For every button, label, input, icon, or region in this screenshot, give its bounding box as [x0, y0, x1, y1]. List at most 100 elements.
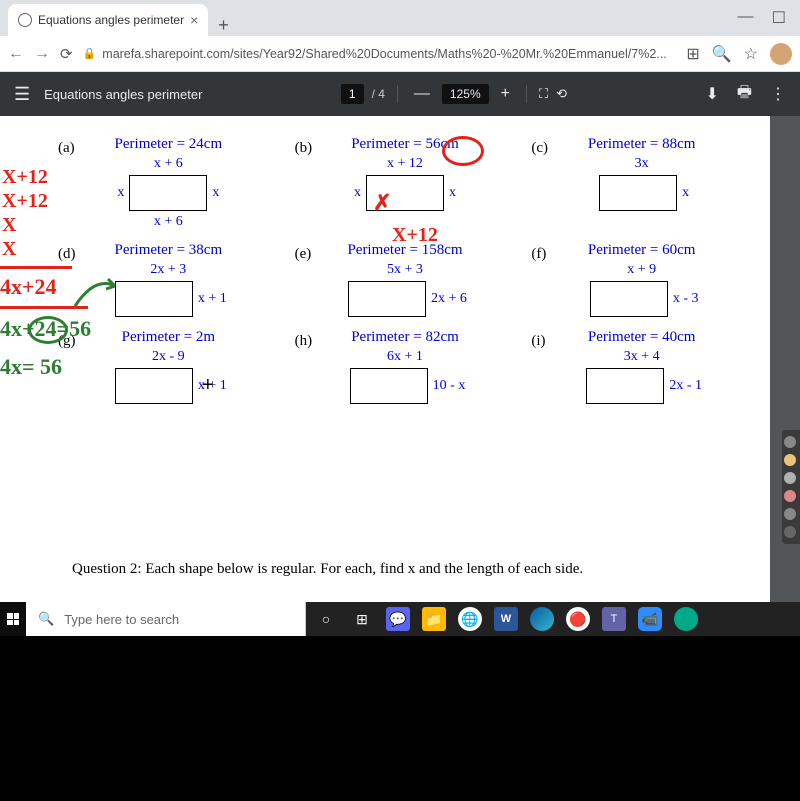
- browser-tab-strip: Equations angles perimeter × + — ☐: [0, 0, 800, 36]
- perimeter-label: Perimeter = 88cm: [533, 136, 750, 153]
- expr-right: x: [212, 185, 219, 201]
- rectangle-shape: [115, 281, 193, 317]
- tab-favicon: [18, 13, 32, 27]
- maximize-icon[interactable]: ☐: [772, 8, 786, 28]
- chrome-icon-2[interactable]: 🔴: [566, 607, 590, 631]
- rectangle-shape: [115, 368, 193, 404]
- start-button[interactable]: [0, 602, 26, 636]
- rotate-icon[interactable]: ⟲: [556, 86, 567, 102]
- perimeter-label: Perimeter = 60cm: [533, 242, 750, 259]
- rectangle-shape: [350, 368, 428, 404]
- pdf-toolbar: ☰ Equations angles perimeter 1 / 4 — 125…: [0, 72, 800, 116]
- explorer-icon[interactable]: 📁: [422, 607, 446, 631]
- handwriting-line: X+12: [2, 190, 48, 213]
- zoom-out-button[interactable]: —: [410, 85, 434, 103]
- more-icon[interactable]: ⋮: [770, 84, 786, 104]
- tab-title: Equations angles perimeter: [38, 13, 184, 27]
- problem-letter: (e): [295, 246, 312, 263]
- problem-letter: (b): [295, 140, 313, 157]
- problem-e: (e) Perimeter = 158cm 5x + 3 2x + 6: [297, 242, 514, 317]
- annotation-arrow: [70, 271, 120, 311]
- annotation-circle: [442, 136, 484, 166]
- expr-left: x: [117, 185, 124, 201]
- page-number-input[interactable]: 1: [341, 84, 364, 104]
- zoom-in-button[interactable]: +: [497, 85, 514, 103]
- cursor-crosshair: +: [202, 374, 214, 397]
- annotation-circle-green: [28, 316, 68, 344]
- problem-c: (c) Perimeter = 88cm 3x x: [533, 136, 750, 230]
- menu-icon[interactable]: ☰: [14, 84, 30, 105]
- problem-a: (a) Perimeter = 24cm x + 6 x x x + 6: [60, 136, 277, 230]
- problem-i: (i) Perimeter = 40cm 3x + 4 2x - 1: [533, 329, 750, 404]
- zoom-icon[interactable]: 📹: [638, 607, 662, 631]
- expr-top: x + 9: [533, 262, 750, 278]
- problems-grid: (a) Perimeter = 24cm x + 6 x x x + 6 (b)…: [60, 136, 750, 404]
- browser-tab[interactable]: Equations angles perimeter ×: [8, 4, 208, 36]
- fit-icon[interactable]: ⛶: [539, 86, 548, 102]
- perimeter-label: Perimeter = 40cm: [533, 329, 750, 346]
- rectangle-shape: [129, 175, 207, 211]
- problem-letter: (a): [58, 140, 75, 157]
- chrome-icon[interactable]: 🌐: [458, 607, 482, 631]
- expr-top: 3x: [533, 156, 750, 172]
- page-total: / 4: [372, 87, 385, 101]
- url-input[interactable]: 🔒 marefa.sharepoint.com/sites/Year92/Sha…: [83, 47, 677, 61]
- search-placeholder: Type here to search: [64, 612, 179, 627]
- expr-right: x: [449, 185, 456, 201]
- expr-top: 5x + 3: [297, 262, 514, 278]
- word-icon[interactable]: W: [494, 607, 518, 631]
- back-button[interactable]: ←: [8, 45, 24, 63]
- tool-pen[interactable]: [784, 472, 796, 484]
- teams-icon[interactable]: T: [602, 607, 626, 631]
- new-tab-button[interactable]: +: [208, 15, 239, 36]
- expr-top: 6x + 1: [297, 349, 514, 365]
- windows-logo-icon: [7, 613, 19, 625]
- tool-eraser[interactable]: [784, 490, 796, 502]
- expr-right: 2x - 1: [669, 378, 702, 394]
- taskbar-search[interactable]: 🔍 Type here to search: [26, 602, 306, 636]
- annotation-underline: [0, 266, 72, 269]
- expr-right: 10 - x: [433, 378, 466, 394]
- problem-g: (g) Perimeter = 2m 2x - 9 x + 1: [60, 329, 277, 404]
- profile-avatar[interactable]: [770, 43, 792, 65]
- qr-icon[interactable]: ⊞: [686, 44, 699, 64]
- handwriting-line: 4x= 56: [0, 354, 62, 380]
- problem-h: (h) Perimeter = 82cm 6x + 1 10 - x: [297, 329, 514, 404]
- tool-pointer[interactable]: [784, 436, 796, 448]
- tool-highlighter[interactable]: [784, 454, 796, 466]
- problem-letter: (d): [58, 246, 76, 263]
- minimize-icon[interactable]: —: [738, 8, 754, 28]
- zoom-level[interactable]: 125%: [442, 84, 489, 104]
- download-icon[interactable]: ⬇: [705, 84, 718, 104]
- reload-button[interactable]: ⟳: [60, 45, 73, 63]
- windows-taskbar: 🔍 Type here to search ○ ⊞ 💬 📁 🌐 W 🔴 T 📹: [0, 602, 800, 636]
- tool-more[interactable]: [784, 526, 796, 538]
- lock-icon: 🔒: [83, 47, 97, 60]
- cortana-icon[interactable]: ○: [314, 607, 338, 631]
- edge-icon[interactable]: [530, 607, 554, 631]
- rectangle-shape: [599, 175, 677, 211]
- zoom-icon[interactable]: 🔍: [712, 44, 732, 64]
- problem-f: (f) Perimeter = 60cm x + 9 x - 3: [533, 242, 750, 317]
- star-icon[interactable]: ☆: [744, 44, 758, 64]
- pdf-viewport[interactable]: (a) Perimeter = 24cm x + 6 x x x + 6 (b)…: [0, 116, 800, 602]
- chat-icon[interactable]: 💬: [386, 607, 410, 631]
- question-2-text: Question 2: Each shape below is regular.…: [72, 561, 583, 578]
- pdf-page: (a) Perimeter = 24cm x + 6 x x x + 6 (b)…: [0, 116, 770, 602]
- expr-left: x: [354, 185, 361, 201]
- tool-shape[interactable]: [784, 508, 796, 520]
- handwriting-line: X: [2, 214, 16, 237]
- app-icon[interactable]: [674, 607, 698, 631]
- forward-button[interactable]: →: [34, 45, 50, 63]
- perimeter-label: Perimeter = 82cm: [297, 329, 514, 346]
- expr-right: x - 3: [673, 291, 699, 307]
- perimeter-label: Perimeter = 24cm: [60, 136, 277, 153]
- task-view-icon[interactable]: ⊞: [350, 607, 374, 631]
- close-tab-icon[interactable]: ×: [190, 12, 198, 28]
- annotation-text: X+12: [392, 224, 438, 247]
- print-icon[interactable]: 🖶: [737, 81, 752, 108]
- taskbar-apps: ○ ⊞ 💬 📁 🌐 W 🔴 T 📹: [306, 602, 800, 636]
- handwriting-line: X+12: [2, 166, 48, 189]
- annotation-toolbar[interactable]: [782, 430, 800, 544]
- expr-right: x: [682, 185, 689, 201]
